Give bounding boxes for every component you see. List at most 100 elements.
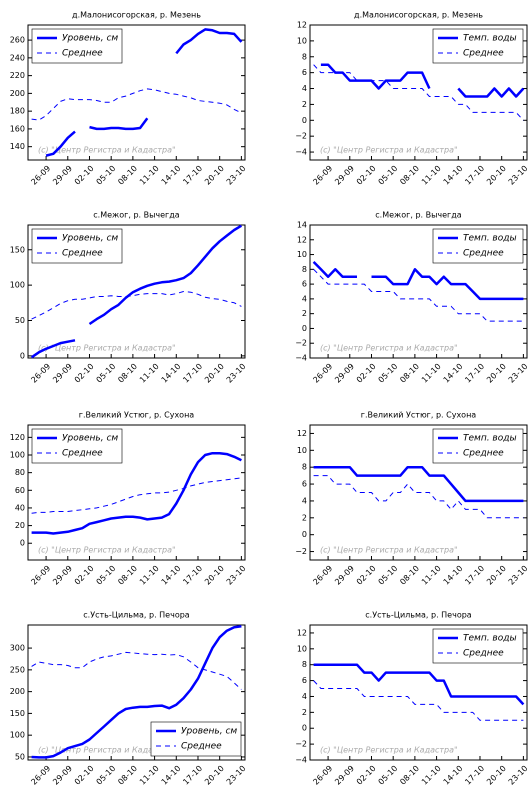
legend-label: Уровень, см: [181, 727, 237, 737]
y-tick-label: 4: [302, 692, 307, 701]
legend-label: Уровень, см: [62, 234, 118, 244]
y-tick-label: 250: [10, 665, 25, 674]
panel: с.Межог, р. Вычегда−4−20246810121426-092…: [295, 211, 529, 385]
x-tick-label: 08-10: [398, 564, 421, 587]
y-tick-label: 4: [302, 496, 307, 505]
series-line: [313, 663, 525, 706]
x-tick-label: 11-10: [420, 564, 443, 587]
y-tick-label: 240: [10, 53, 25, 62]
x-tick-label: 17-10: [463, 564, 486, 587]
y-tick-label: 40: [15, 503, 25, 512]
y-tick-label: 200: [10, 687, 25, 696]
y-tick-label: 120: [10, 433, 25, 442]
panel: г.Великий Устюг, р. Сухона −2 0 2 4 6 8 10 12 26-…: [295, 411, 529, 587]
x-tick-label: 20-10: [485, 764, 508, 787]
y-tick-label: 6: [302, 68, 307, 77]
x-tick-label: 26-09: [311, 362, 334, 385]
x-tick-label: 05-10: [95, 164, 118, 187]
y-tick-label: −4: [295, 756, 307, 765]
x-tick-label: 05-10: [95, 564, 118, 587]
plot-frame: [309, 24, 528, 161]
y-tick-label: 260: [10, 36, 25, 45]
y-tick-label: 6: [302, 676, 307, 685]
series-line: [313, 268, 524, 322]
watermark: (с) "Центр Регистра и Кадастра": [320, 746, 458, 755]
y-tick-label: −4: [295, 354, 307, 363]
chart-title: д.Малонисогорская, р. Мезень: [354, 11, 483, 20]
x-tick-label: 14-10: [160, 362, 183, 385]
x-tick-label: 02-10: [73, 164, 96, 187]
plot-frame: [27, 24, 246, 161]
series-line: [31, 291, 242, 320]
x-tick-label: 17-10: [181, 362, 204, 385]
y-tick-label: 0: [302, 724, 307, 733]
y-tick-label: 12: [297, 235, 307, 244]
y-tick-label: 2: [302, 100, 307, 109]
x-tick-label: 20-10: [485, 362, 508, 385]
x-tick-label: 29-09: [51, 764, 74, 787]
x-tick-label: 23-10: [225, 164, 248, 187]
y-tick-label: 50: [15, 752, 25, 761]
x-tick-label: 26-09: [29, 164, 52, 187]
y-tick-label: 2: [302, 309, 307, 318]
series-line: [45, 28, 243, 157]
x-tick-label: 17-10: [463, 764, 486, 787]
x-tick-label: 23-10: [225, 362, 248, 385]
x-tick-label: 23-10: [507, 164, 530, 187]
x-tick-label: 02-10: [73, 362, 96, 385]
x-tick-label: 14-10: [160, 164, 183, 187]
legend-box: [432, 428, 524, 464]
series-line: [320, 63, 525, 98]
series-line: [31, 88, 242, 121]
plot-frame: [309, 424, 528, 561]
series-line: [313, 475, 524, 519]
x-tick-label: 26-09: [311, 764, 334, 787]
y-tick-label: 220: [10, 71, 25, 80]
y-tick-label: 100: [10, 731, 25, 740]
x-tick-label: 14-10: [442, 564, 465, 587]
watermark: (с) "Центр Регистра и Кадастра": [38, 146, 176, 155]
y-tick-label: 8: [302, 265, 307, 274]
x-tick-label: 26-09: [311, 564, 334, 587]
series-line: [313, 465, 524, 503]
chart-title: д.Малонисогорская, р. Мезень: [72, 11, 201, 20]
series-line: [312, 261, 524, 301]
y-tick-label: −2: [295, 132, 307, 141]
y-tick-label: 0: [20, 351, 25, 360]
x-tick-label: 05-10: [95, 764, 118, 787]
x-tick-label: 05-10: [95, 362, 118, 385]
chart-title: с.Усть-Цильма, р. Печора: [83, 611, 190, 620]
x-tick-label: 08-10: [398, 764, 421, 787]
x-tick-label: 29-09: [333, 164, 356, 187]
x-tick-label: 20-10: [203, 362, 226, 385]
x-tick-label: 05-10: [377, 362, 400, 385]
y-tick-label: 6: [302, 480, 307, 489]
y-tick-label: 4: [302, 294, 307, 303]
y-tick-label: −2: [295, 740, 307, 749]
x-tick-label: 26-09: [29, 362, 52, 385]
x-tick-label: 02-10: [355, 764, 378, 787]
panel: с.Межог, р. Вычегда 0 50 100 150 26-0929-0902…: [10, 211, 248, 385]
chart-title: с.Усть-Цильма, р. Печора: [365, 611, 472, 620]
chart-title: с.Межог, р. Вычегда: [93, 211, 180, 220]
x-tick-label: 14-10: [442, 764, 465, 787]
panel: г.Великий Устюг, р. Сухона 0 20 40 60 80 100 12…: [10, 411, 248, 587]
plot-frame: [27, 224, 246, 359]
y-tick-label: 2: [302, 513, 307, 522]
watermark: (с) "Центр Регистра и Кадастра": [38, 746, 176, 755]
y-tick-label: 4: [302, 84, 307, 93]
y-tick-label: 200: [10, 89, 25, 98]
x-tick-label: 08-10: [116, 164, 139, 187]
y-tick-label: 10: [297, 644, 307, 653]
y-tick-label: 300: [10, 644, 25, 653]
y-tick-label: 6: [302, 280, 307, 289]
watermark: (с) "Центр Регистра и Кадастра": [320, 146, 458, 155]
x-tick-label: 08-10: [398, 362, 421, 385]
watermark: (с) "Центр Регистра и Кадастра": [38, 546, 176, 555]
legend-label: Среднее: [463, 649, 504, 659]
series-line: [313, 680, 524, 721]
y-tick-label: 150: [10, 709, 25, 718]
plot-frame: [27, 424, 246, 561]
x-tick-label: 23-10: [507, 362, 530, 385]
x-tick-label: 14-10: [442, 164, 465, 187]
